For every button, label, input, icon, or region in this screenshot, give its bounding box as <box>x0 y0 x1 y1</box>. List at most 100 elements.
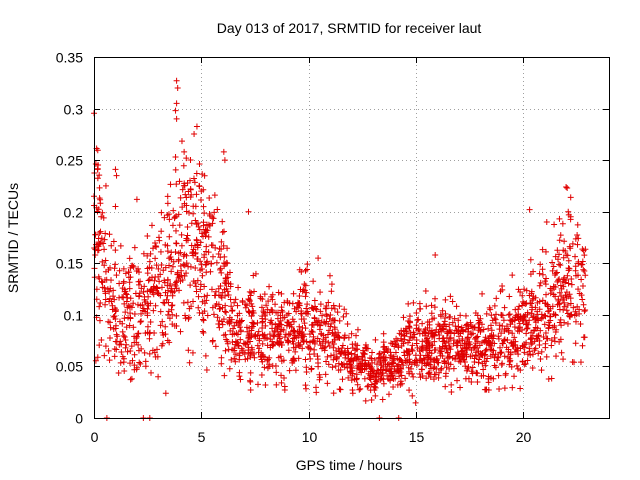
data-point <box>552 270 559 277</box>
data-point <box>537 356 544 363</box>
data-point <box>214 206 221 213</box>
data-point <box>192 217 199 224</box>
data-point <box>278 358 285 365</box>
data-point <box>380 330 387 337</box>
data-point <box>219 304 226 311</box>
data-point <box>534 308 541 315</box>
data-point <box>127 274 134 281</box>
data-point <box>483 310 490 317</box>
data-point <box>116 267 123 274</box>
data-point <box>300 333 307 340</box>
data-point <box>539 271 546 278</box>
data-point <box>430 365 437 372</box>
data-point <box>484 355 491 362</box>
data-point <box>171 281 178 288</box>
data-point <box>536 282 543 289</box>
data-point <box>200 316 207 323</box>
data-point <box>281 374 288 381</box>
data-point <box>208 242 215 249</box>
data-point <box>314 335 321 342</box>
data-point <box>481 337 488 344</box>
data-point <box>298 310 305 317</box>
data-point <box>445 338 452 345</box>
data-point <box>164 292 171 299</box>
data-point <box>177 194 184 201</box>
y-tick-label: 0.1 <box>64 308 84 324</box>
data-point <box>495 333 502 340</box>
data-point <box>394 355 401 362</box>
data-point <box>561 279 568 286</box>
data-point <box>322 371 329 378</box>
data-point <box>106 335 113 342</box>
data-point <box>483 386 490 393</box>
data-point <box>493 295 500 302</box>
data-point <box>558 285 565 292</box>
data-point <box>157 248 164 255</box>
data-point <box>224 288 231 295</box>
data-point <box>94 354 101 361</box>
data-point <box>199 310 206 317</box>
data-point <box>424 359 431 366</box>
data-point <box>145 302 152 309</box>
data-point <box>458 324 465 331</box>
data-point <box>162 289 169 296</box>
data-point <box>517 288 524 295</box>
data-point <box>201 210 208 217</box>
data-point <box>219 218 226 225</box>
data-point <box>514 365 521 372</box>
data-point <box>463 345 470 352</box>
data-point <box>511 373 518 380</box>
data-point <box>465 334 472 341</box>
data-point <box>316 371 323 378</box>
data-point <box>221 279 228 286</box>
data-point <box>368 355 375 362</box>
data-point <box>322 343 329 350</box>
data-point <box>365 382 372 389</box>
data-point <box>401 352 408 359</box>
data-point <box>372 336 379 343</box>
data-point <box>422 330 429 337</box>
data-point <box>452 355 459 362</box>
data-point <box>182 191 189 198</box>
data-point <box>327 323 334 330</box>
data-point <box>483 358 490 365</box>
data-point <box>158 228 165 235</box>
data-point <box>536 342 543 349</box>
data-point <box>274 332 281 339</box>
data-point <box>498 330 505 337</box>
data-point <box>519 292 526 299</box>
data-point <box>201 293 208 300</box>
data-point <box>332 363 339 370</box>
data-point <box>293 304 300 311</box>
data-point <box>247 378 254 385</box>
data-point <box>317 301 324 308</box>
data-point <box>497 349 504 356</box>
data-point <box>96 342 103 349</box>
data-point <box>373 361 380 368</box>
data-point <box>122 344 129 351</box>
data-point <box>162 331 169 338</box>
data-point <box>208 286 215 293</box>
data-point <box>556 289 563 296</box>
x-axis-label: GPS time / hours <box>296 457 403 473</box>
data-point <box>550 263 557 270</box>
data-point <box>215 250 222 257</box>
data-point <box>190 298 197 305</box>
data-point <box>331 326 338 333</box>
data-point <box>130 300 137 307</box>
data-point <box>171 288 178 295</box>
data-point <box>198 188 205 195</box>
data-point <box>222 331 229 338</box>
data-point <box>516 324 523 331</box>
data-point <box>344 364 351 371</box>
data-point <box>120 294 127 301</box>
data-point <box>162 264 169 271</box>
data-point <box>580 301 587 308</box>
data-point <box>185 314 192 321</box>
data-point <box>506 293 513 300</box>
data-point <box>164 248 171 255</box>
data-point <box>142 363 149 370</box>
data-point <box>133 267 140 274</box>
data-point <box>339 376 346 383</box>
data-point <box>465 363 472 370</box>
